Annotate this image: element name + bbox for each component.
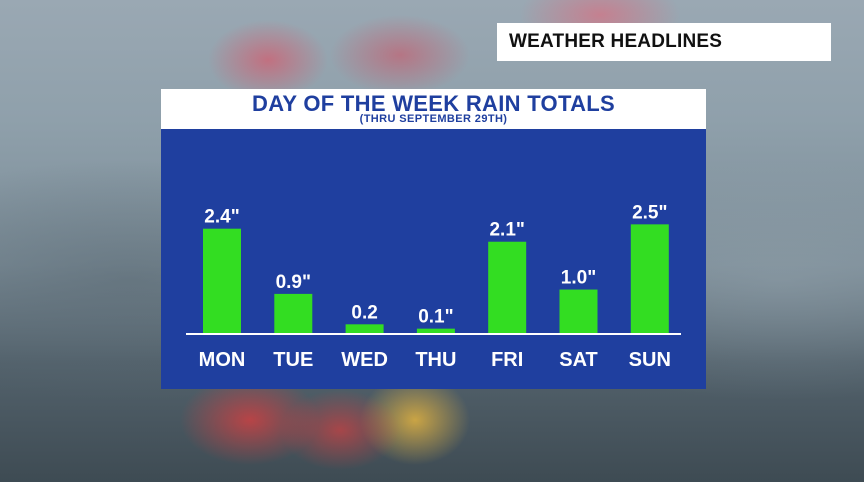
chart-subtitle: (THRU SEPTEMBER 29TH) xyxy=(359,113,508,125)
data-label-mon: 2.4" xyxy=(204,207,239,228)
bar-sun xyxy=(630,224,669,333)
category-label-wed: WED xyxy=(341,349,388,371)
bar-thu xyxy=(416,328,455,333)
data-label-sat: 1.0" xyxy=(561,268,596,289)
bar-mon xyxy=(203,228,241,333)
data-label-tue: 0.9" xyxy=(276,272,311,293)
data-label-fri: 2.1" xyxy=(489,220,524,241)
data-label-wed: 0.2 xyxy=(351,302,377,323)
chart-title: DAY OF THE WEEK RAIN TOTALS xyxy=(252,91,615,116)
weather-headlines-banner: WEATHER HEADLINES xyxy=(497,23,831,61)
bar-fri xyxy=(488,241,527,333)
rain-totals-chart: 2.4" MON 0.9" TUE 0.2 WED 0.1" THU 2.1" FRI 1.0" SA… xyxy=(186,202,681,371)
category-label-tue: TUE xyxy=(273,349,313,371)
bar-sat xyxy=(559,289,598,333)
category-label-sun: SUN xyxy=(629,349,671,371)
category-label-fri: FRI xyxy=(491,349,523,371)
category-label-thu: THU xyxy=(415,349,456,371)
headline-text: WEATHER HEADLINES xyxy=(509,31,723,52)
data-label-sun: 2.5" xyxy=(632,202,667,223)
bar-wed xyxy=(345,324,384,333)
category-label-sat: SAT xyxy=(559,349,598,371)
bar-tue xyxy=(274,293,313,333)
chart-title-box: DAY OF THE WEEK RAIN TOTALS (THRU SEPTEM… xyxy=(161,89,706,129)
category-label-mon: MON xyxy=(199,349,246,371)
chart-panel: 2.4" MON 0.9" TUE 0.2 WED 0.1" THU 2.1" FRI 1.0" SA… xyxy=(161,89,706,389)
data-label-thu: 0.1" xyxy=(418,307,453,328)
